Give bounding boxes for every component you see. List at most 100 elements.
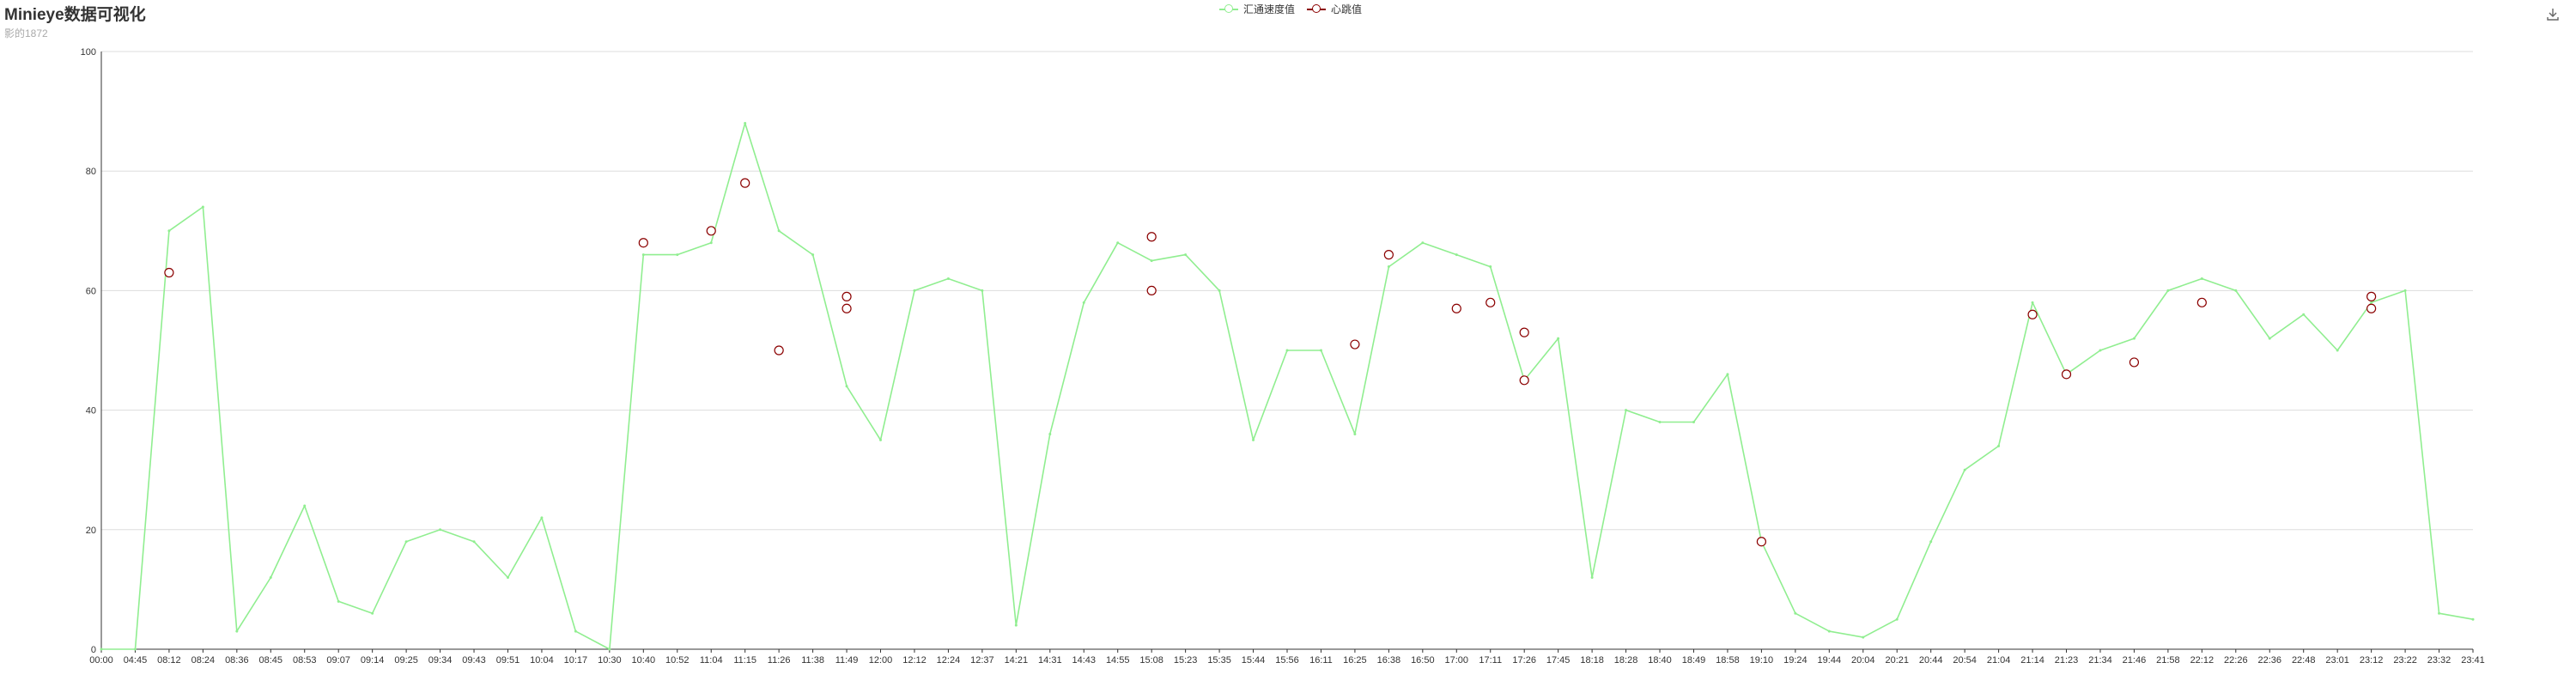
heartbeat-point bbox=[841, 303, 852, 313]
speed-point bbox=[2403, 289, 2407, 292]
x-tick-label: 18:18 bbox=[1580, 655, 1604, 666]
speed-point bbox=[133, 647, 137, 651]
x-tick-label: 10:40 bbox=[632, 655, 656, 666]
x-tick-label: 12:12 bbox=[902, 655, 927, 666]
x-tick-label: 22:48 bbox=[2292, 655, 2316, 666]
heartbeat-point bbox=[1350, 339, 1360, 350]
x-tick-label: 23:32 bbox=[2427, 655, 2451, 666]
x-tick-label: 23:01 bbox=[2325, 655, 2349, 666]
speed-point bbox=[235, 629, 239, 633]
speed-point bbox=[1252, 438, 1255, 441]
heartbeat-point bbox=[2366, 303, 2377, 313]
speed-point bbox=[2031, 301, 2034, 304]
x-tick-label: 09:51 bbox=[496, 655, 520, 666]
x-tick-label: 14:21 bbox=[1005, 655, 1029, 666]
x-tick-label: 19:44 bbox=[1818, 655, 1842, 666]
legend-item-heartbeat[interactable]: 心跳值 bbox=[1307, 2, 1362, 16]
x-tick-label: 11:15 bbox=[733, 655, 756, 666]
x-tick-label: 21:14 bbox=[2020, 655, 2044, 666]
x-tick-label: 15:56 bbox=[1275, 655, 1299, 666]
speed-point bbox=[1421, 241, 1425, 245]
heartbeat-point bbox=[1383, 250, 1394, 260]
x-tick-label: 10:52 bbox=[665, 655, 690, 666]
x-tick-label: 21:58 bbox=[2156, 655, 2180, 666]
x-tick-label: 17:26 bbox=[1512, 655, 1536, 666]
speed-point bbox=[845, 385, 848, 388]
speed-point bbox=[303, 504, 307, 508]
speed-point bbox=[1658, 421, 1662, 424]
speed-point bbox=[472, 540, 476, 544]
speed-point bbox=[777, 229, 781, 233]
heartbeat-point bbox=[2061, 369, 2072, 380]
x-tick-label: 20:04 bbox=[1851, 655, 1875, 666]
speed-point bbox=[167, 229, 171, 233]
x-tick-label: 20:21 bbox=[1885, 655, 1909, 666]
heartbeat-point bbox=[164, 267, 174, 278]
download-icon[interactable] bbox=[2545, 7, 2561, 22]
speed-point bbox=[1794, 611, 1797, 615]
chart-title: Minieye数据可视化 bbox=[4, 6, 146, 24]
x-tick-label: 04:45 bbox=[124, 655, 148, 666]
x-tick-label: 20:54 bbox=[1953, 655, 1977, 666]
speed-point bbox=[2336, 349, 2339, 352]
speed-point bbox=[913, 289, 916, 292]
speed-point bbox=[2166, 289, 2170, 292]
legend-heartbeat-label: 心跳值 bbox=[1331, 3, 1363, 15]
x-tick-label: 16:50 bbox=[1411, 655, 1435, 666]
speed-point bbox=[1014, 623, 1018, 627]
speed-point bbox=[1929, 540, 1933, 544]
speed-point bbox=[1590, 575, 1594, 579]
legend-speed-label: 汇通速度值 bbox=[1243, 3, 1296, 15]
speed-point bbox=[1726, 373, 1729, 376]
speed-point bbox=[201, 205, 204, 209]
heartbeat-point bbox=[774, 345, 784, 356]
x-tick-label: 09:34 bbox=[428, 655, 453, 666]
speed-point bbox=[1048, 432, 1052, 435]
x-tick-label: 11:26 bbox=[768, 655, 791, 666]
speed-point bbox=[2438, 611, 2441, 615]
legend-item-speed[interactable]: 汇通速度值 bbox=[1219, 2, 1295, 16]
heartbeat-point bbox=[1146, 232, 1157, 242]
y-tick-label: 100 bbox=[81, 47, 96, 58]
y-tick-label: 0 bbox=[91, 645, 96, 655]
x-tick-label: 11:49 bbox=[835, 655, 859, 666]
speed-point bbox=[2268, 337, 2271, 340]
legend-speed-symbol bbox=[1219, 3, 1238, 13]
speed-point bbox=[2370, 301, 2373, 304]
x-tick-label: 22:12 bbox=[2190, 655, 2215, 666]
x-tick-label: 10:30 bbox=[598, 655, 622, 666]
x-tick-label: 14:43 bbox=[1072, 655, 1096, 666]
heartbeat-point bbox=[638, 238, 648, 248]
speed-point bbox=[2471, 617, 2475, 621]
speed-point bbox=[1862, 635, 1865, 639]
speed-point bbox=[1963, 468, 1966, 471]
x-tick-label: 19:10 bbox=[1750, 655, 1774, 666]
speed-point bbox=[1997, 444, 2001, 447]
legend: 汇通速度值 心跳值 bbox=[1219, 2, 1362, 16]
x-tick-label: 09:14 bbox=[361, 655, 385, 666]
x-tick-label: 21:46 bbox=[2123, 655, 2147, 666]
speed-point bbox=[1319, 349, 1322, 352]
x-tick-label: 17:11 bbox=[1479, 655, 1502, 666]
speed-point bbox=[540, 516, 544, 520]
x-tick-label: 19:24 bbox=[1783, 655, 1807, 666]
x-tick-label: 21:04 bbox=[1987, 655, 2011, 666]
x-tick-label: 15:23 bbox=[1174, 655, 1198, 666]
speed-point bbox=[744, 122, 747, 125]
speed-point bbox=[811, 253, 815, 257]
x-tick-label: 10:17 bbox=[564, 655, 588, 666]
x-tick-label: 18:28 bbox=[1614, 655, 1638, 666]
speed-point bbox=[1895, 617, 1899, 621]
x-tick-label: 08:12 bbox=[157, 655, 181, 666]
x-tick-label: 23:12 bbox=[2360, 655, 2384, 666]
speed-point bbox=[2200, 277, 2203, 280]
x-tick-label: 23:41 bbox=[2461, 655, 2485, 666]
x-tick-label: 10:04 bbox=[530, 655, 554, 666]
speed-point bbox=[676, 253, 679, 257]
x-tick-label: 08:24 bbox=[191, 655, 216, 666]
speed-point bbox=[404, 540, 408, 544]
heartbeat-point bbox=[2196, 297, 2207, 307]
x-tick-label: 12:37 bbox=[970, 655, 994, 666]
speed-point bbox=[2099, 349, 2102, 352]
